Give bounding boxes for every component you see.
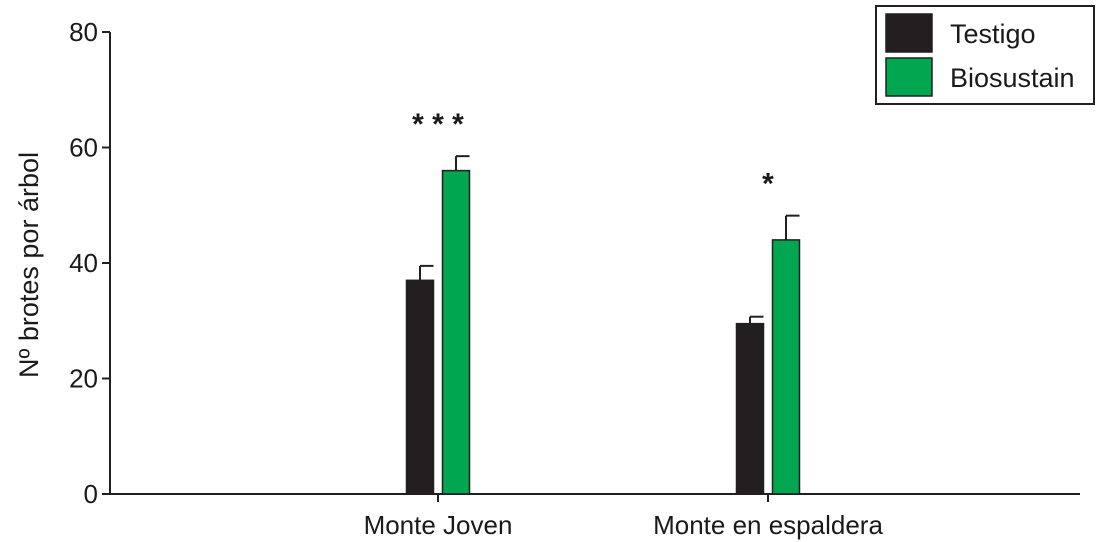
significance-label: * — [762, 168, 774, 201]
bar-testigo — [735, 322, 765, 495]
y-tick-label: 60 — [69, 133, 98, 163]
bar-biosustain — [771, 239, 801, 495]
y-tick-label: 40 — [69, 248, 98, 278]
bar-testigo — [405, 279, 435, 495]
legend: Testigo Biosustain — [875, 5, 1095, 105]
y-tick-label: 80 — [69, 17, 98, 47]
y-tick-label: 20 — [69, 364, 98, 394]
x-tick-label: Monte en espaldera — [653, 510, 883, 540]
legend-swatch-testigo — [885, 13, 933, 53]
legend-swatch-biosustain — [885, 57, 933, 97]
x-tick-label: Monte Joven — [364, 510, 513, 540]
x-axis: Monte Joven Monte en espaldera — [110, 493, 1080, 540]
y-tick-label: 0 — [84, 479, 98, 509]
bars — [405, 155, 801, 495]
y-axis: 0 20 40 60 80 — [69, 17, 111, 509]
legend-label: Biosustain — [950, 63, 1075, 93]
legend-label: Testigo — [950, 19, 1036, 49]
y-axis-label: Nº brotes por árbol — [14, 152, 44, 378]
bar-biosustain — [441, 169, 471, 495]
significance-label: * * * — [412, 108, 464, 141]
significance-annotations: * * * * — [412, 108, 774, 200]
